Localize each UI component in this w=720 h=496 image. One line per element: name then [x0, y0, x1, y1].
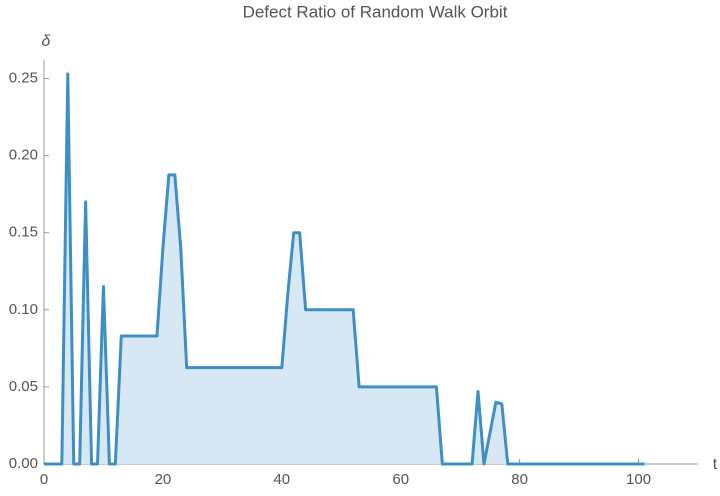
- y-tick-label: 0.00: [9, 455, 38, 472]
- y-tick-label: 0.05: [9, 378, 38, 395]
- y-tick-label: 0.20: [9, 147, 38, 164]
- area-fill: [44, 73, 645, 464]
- y-axis-label: δ: [42, 33, 52, 50]
- x-tick-label: 20: [155, 471, 172, 488]
- y-tick-label: 0.10: [9, 301, 38, 318]
- y-tick-label: 0.15: [9, 224, 38, 241]
- y-tick-label: 0.25: [9, 69, 38, 86]
- chart-title: Defect Ratio of Random Walk Orbit: [243, 2, 508, 21]
- x-tick-label: 40: [273, 471, 290, 488]
- x-tick-label: 100: [626, 471, 651, 488]
- line: [44, 72, 645, 466]
- x-tick-label: 80: [511, 471, 528, 488]
- x-axis-label: t: [713, 456, 718, 473]
- x-tick-label: 0: [40, 471, 48, 488]
- x-tick-label: 60: [392, 471, 409, 488]
